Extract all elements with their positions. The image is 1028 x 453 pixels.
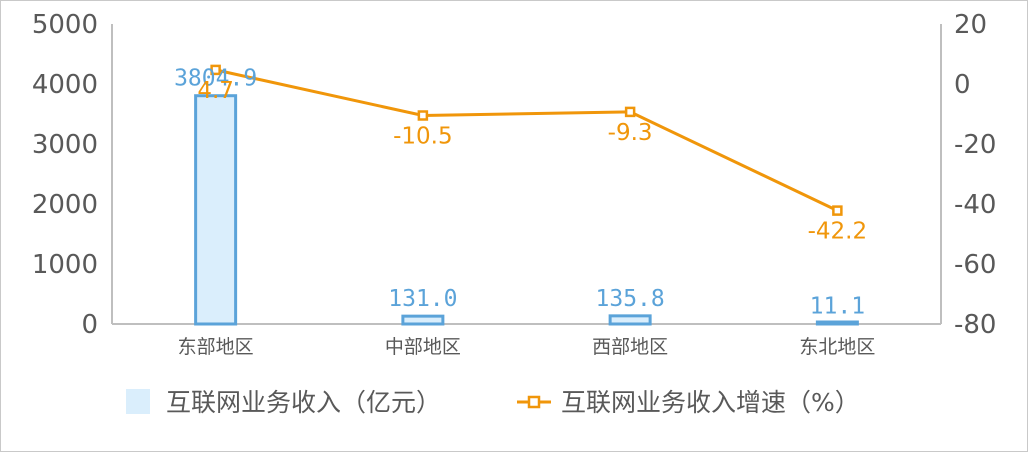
- legend: 互联网业务收入（亿元） 互联网业务收入增速（%）: [126, 388, 860, 417]
- category-label: 中部地区: [385, 336, 461, 358]
- line-data-label: -42.2: [808, 219, 868, 245]
- category-label: 东北地区: [799, 336, 875, 358]
- left-tick-label: 5000: [32, 10, 98, 40]
- growth-line: [215, 68, 839, 212]
- line-marker: [624, 106, 636, 118]
- left-tick-label: 3000: [32, 130, 98, 160]
- left-tick-label: 1000: [32, 250, 98, 280]
- bar: [401, 314, 445, 326]
- right-tick-label: -80: [954, 310, 996, 340]
- right-tick-label: 0: [954, 70, 971, 100]
- axes: 0 1000 2000 3000 4000 5000 -80 -60 -40 -20 0 20 东部地区…: [32, 10, 997, 358]
- legend-line-marker: [527, 395, 541, 409]
- line-data-label: -10.5: [393, 124, 453, 150]
- bar-data-label: 135.8: [596, 286, 665, 312]
- line-series: [210, 64, 843, 216]
- right-tick-label: 20: [954, 10, 987, 40]
- line-data-label: -9.3: [608, 120, 653, 146]
- bar: [608, 314, 652, 326]
- line-marker: [417, 110, 429, 121]
- right-tick-label: -20: [954, 130, 996, 160]
- data-labels: 3804.9 131.0 135.8 11.1 4.7 -10.5 -9.3 -42.2: [174, 66, 867, 320]
- bar-data-label: 131.0: [388, 286, 457, 312]
- bar-data-label: 3804.9: [174, 66, 257, 92]
- left-tick-label: 0: [81, 310, 98, 340]
- left-tick-label: 2000: [32, 190, 98, 220]
- bar: [194, 94, 238, 326]
- legend-bar-swatch: [126, 389, 150, 414]
- right-tick-label: -40: [954, 190, 996, 220]
- line-marker: [210, 64, 221, 76]
- line-data-label: 4.7: [197, 78, 234, 104]
- legend-bar-label: 互联网业务收入（亿元）: [166, 388, 441, 417]
- legend-line-label: 互联网业务收入增速（%）: [561, 388, 860, 417]
- bar: [815, 320, 859, 326]
- category-label: 东部地区: [178, 336, 254, 358]
- line-marker: [832, 205, 843, 216]
- bar-data-label: 11.1: [810, 293, 865, 319]
- left-tick-label: 4000: [32, 70, 98, 100]
- right-tick-label: -60: [954, 250, 996, 280]
- category-label: 西部地区: [592, 336, 668, 358]
- bar-series: [194, 94, 859, 326]
